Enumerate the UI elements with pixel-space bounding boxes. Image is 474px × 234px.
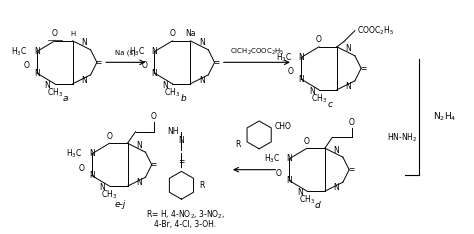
Text: N: N [199,76,205,85]
Text: H$_3$C: H$_3$C [66,148,82,160]
Text: CH$_3$: CH$_3$ [299,194,315,206]
Text: R: R [235,140,240,149]
Text: N: N [346,82,351,91]
Text: N: N [199,38,205,47]
Text: N: N [286,176,292,185]
Text: O: O [349,118,355,127]
Text: N: N [346,44,351,53]
Text: N: N [298,53,304,62]
Text: N: N [152,47,157,56]
Text: COOC$_2$H$_5$: COOC$_2$H$_5$ [357,25,394,37]
Text: H$_3$C: H$_3$C [11,45,28,58]
Text: N: N [298,74,304,84]
Text: H$_3$C: H$_3$C [276,51,292,64]
Text: N: N [179,135,184,145]
Text: N: N [89,150,94,158]
Text: HN-NH$_2$: HN-NH$_2$ [387,131,417,144]
Text: =: = [360,64,366,73]
Text: N: N [89,171,94,180]
Text: e-j: e-j [115,200,126,208]
Text: N: N [334,146,339,154]
Text: O: O [79,164,84,173]
Text: N: N [152,69,157,77]
Text: N: N [45,81,50,90]
Text: NH: NH [167,127,179,136]
Text: =: = [178,157,185,166]
Text: N: N [309,87,315,96]
Text: CH$_3$: CH$_3$ [164,87,181,99]
Text: O: O [276,169,282,178]
Text: N: N [334,183,339,192]
Text: O: O [24,61,29,70]
Text: c: c [327,100,332,109]
Text: O: O [304,137,310,146]
Text: CHO: CHO [275,122,292,132]
Text: CH$_3$: CH$_3$ [311,92,327,105]
Text: Na (s): Na (s) [115,49,136,56]
Text: H$_3$C: H$_3$C [129,45,146,58]
Text: O: O [316,35,322,44]
Text: O: O [52,29,58,38]
Text: N: N [34,47,40,56]
Text: b: b [180,94,186,103]
Text: R= H, 4-NO$_2$, 3-NO$_2$,: R= H, 4-NO$_2$, 3-NO$_2$, [146,208,225,221]
Text: ClCH$_2$COOC$_2$H$_5$: ClCH$_2$COOC$_2$H$_5$ [229,47,284,58]
Text: O: O [169,29,175,38]
Text: =: = [213,58,219,67]
Text: N: N [100,183,105,193]
Text: N: N [34,69,40,77]
Text: Na: Na [185,29,196,38]
Text: =: = [96,58,102,67]
Text: R: R [200,181,205,190]
Text: CH$_3$: CH$_3$ [101,189,118,201]
Text: O: O [288,67,294,76]
Text: d: d [315,201,320,210]
Text: a: a [63,94,68,103]
Text: O: O [141,61,147,70]
Text: N: N [82,76,87,85]
Text: N: N [137,141,142,150]
Text: N$_2$H$_4$: N$_2$H$_4$ [433,111,456,123]
Text: H$_3$C: H$_3$C [264,153,280,165]
Text: N: N [82,38,87,47]
Text: =: = [348,165,354,174]
Text: N: N [162,81,168,90]
Text: O: O [151,112,156,121]
Text: N: N [286,154,292,164]
Text: 4-Br, 4-Cl, 3-OH.: 4-Br, 4-Cl, 3-OH. [154,220,216,229]
Text: N: N [137,178,142,187]
Text: N: N [297,188,303,197]
Text: O: O [107,132,112,141]
Text: CH$_3$: CH$_3$ [46,87,63,99]
Text: =: = [150,160,157,169]
Text: H: H [70,31,75,37]
